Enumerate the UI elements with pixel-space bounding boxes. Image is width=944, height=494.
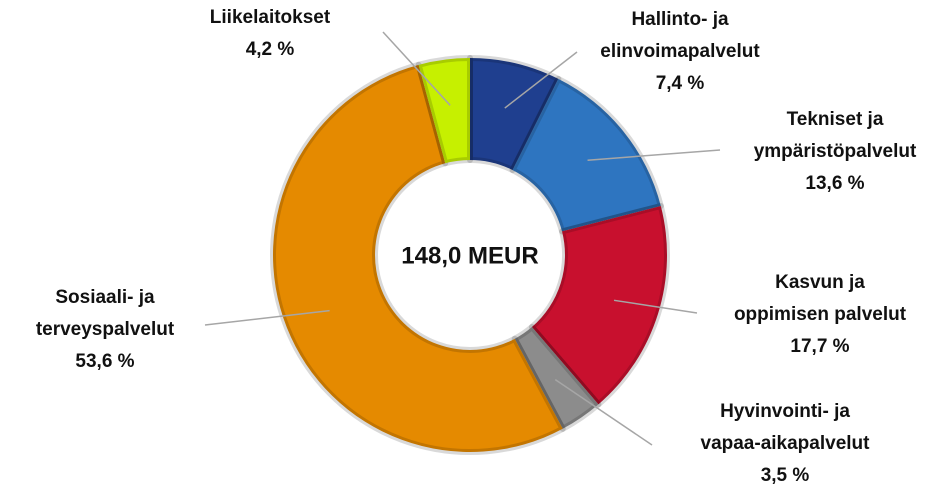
segment-label: Liikelaitokset 4,2 % [140,2,400,66]
leader-line [554,379,653,446]
segment-label: Tekniset ja ympäristöpalvelut 13,6 % [705,104,944,200]
center-label: 148,0 MEUR [401,242,538,269]
leader-line [204,309,330,326]
value-label: 17,7 % [790,336,850,357]
category-name: Sosiaali- ja terveyspalvelut [35,287,175,340]
value-label: 3,5 % [760,465,810,486]
leader-line [613,299,698,314]
category-name: Liikelaitokset [209,7,331,28]
donut-segment [509,75,664,235]
value-label: 13,6 % [805,173,865,194]
segment-label: Sosiaali- ja terveyspalvelut 53,6 % [0,282,235,378]
leader-line [587,149,721,161]
value-label: 53,6 % [75,351,135,372]
category-name: Kasvun ja oppimisen palvelut [733,272,907,325]
category-name: Hyvinvointi- ja vapaa-aikapalvelut [700,401,870,454]
donut-segment [467,55,562,174]
value-label: 7,4 % [655,73,705,94]
category-name: Hallinto- ja elinvoimapalvelut [600,9,760,62]
donut-segment [270,61,566,455]
category-name: Tekniset ja ympäristöpalvelut [753,109,917,162]
leader-line [504,51,578,109]
segment-label: Hallinto- ja elinvoimapalvelut 7,4 % [550,4,810,100]
donut-segment [528,203,670,408]
segment-label: Kasvun ja oppimisen palvelut 17,7 % [690,267,944,363]
leader-line [382,31,451,106]
value-label: 4,2 % [245,39,295,60]
segment-label: Hyvinvointi- ja vapaa-aikapalvelut 3,5 % [655,396,915,492]
